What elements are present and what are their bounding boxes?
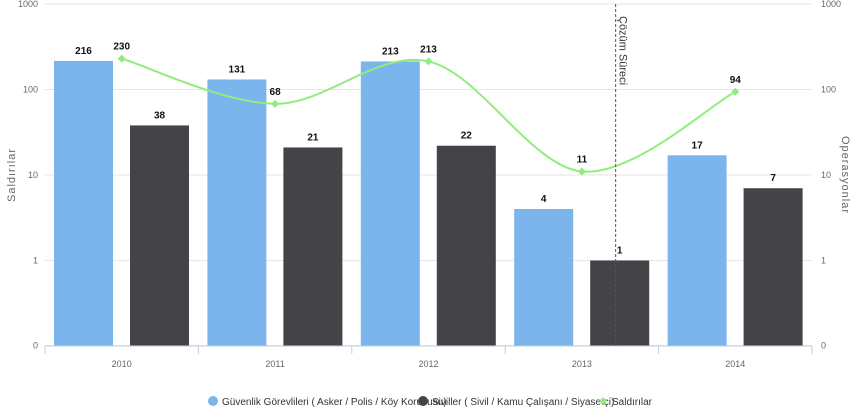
line-point (117, 54, 126, 63)
bar-data-label: 17 (692, 140, 704, 151)
bar-data-label: 216 (75, 46, 92, 57)
legend-marker (208, 396, 218, 406)
bar-data-label: 38 (154, 110, 166, 121)
line-layer (117, 54, 740, 176)
line-data-label: 94 (730, 75, 742, 86)
bar-data-label: 22 (461, 131, 473, 142)
y2-axis-title: Operasyonlar (839, 136, 850, 214)
y-tick-label: 100 (23, 85, 38, 95)
bar-data-label: 1 (617, 246, 623, 257)
y2-tick-label: 1 (821, 256, 826, 266)
legend: Güvenlik Görevlileri ( Asker / Polis / K… (208, 396, 653, 408)
x-tick-label: 2010 (112, 359, 132, 369)
y-tick-label: 1 (33, 256, 38, 266)
legend-item-label: Saldırılar (612, 397, 653, 408)
bar (667, 155, 727, 346)
legend-marker (418, 396, 428, 406)
x-tick-label: 2014 (725, 359, 745, 369)
x-tick-label: 2012 (418, 359, 438, 369)
y-tick-label: 10 (28, 170, 38, 180)
line-data-label: 230 (113, 42, 130, 53)
line-point (424, 57, 433, 66)
bar (743, 188, 803, 346)
y2-tick-label: 10 (821, 170, 831, 180)
legend-item-label: Güvenlik Görevlileri ( Asker / Polis / K… (222, 397, 447, 408)
bars-layer (54, 60, 803, 347)
bar (590, 260, 650, 346)
bar (207, 79, 267, 347)
bar (54, 60, 113, 346)
y2-tick-label: 0 (821, 341, 826, 351)
x-tick-label: 2011 (265, 359, 284, 369)
line-point (731, 87, 740, 96)
bar-data-label: 4 (541, 194, 547, 205)
bar-data-label: 21 (307, 132, 319, 143)
line-point (271, 99, 280, 108)
bar (283, 147, 343, 346)
line-data-label: 11 (577, 154, 588, 165)
y2-tick-label: 100 (821, 85, 836, 95)
line-data-label: 68 (270, 87, 282, 98)
plot-band-label: Çözüm Süreci (617, 16, 629, 85)
bar (436, 145, 496, 346)
y-tick-label: 1000 (18, 0, 38, 9)
x-tick-label: 2013 (572, 359, 592, 369)
bar-data-label: 7 (770, 173, 776, 184)
legend-marker (599, 397, 607, 405)
bar (514, 209, 574, 346)
line-point (577, 167, 586, 176)
bar-data-label: 131 (229, 64, 246, 75)
bar (360, 61, 420, 346)
y2-tick-label: 1000 (821, 0, 841, 9)
y-axis-title: Saldırılar (6, 148, 18, 202)
line-data-label: 213 (420, 44, 437, 55)
legend-item-label: Siviller ( Sivil / Kamu Çalışanı / Siyas… (432, 397, 614, 408)
bar-data-label: 213 (382, 46, 399, 57)
y-tick-label: 0 (33, 341, 38, 351)
bar (130, 125, 189, 347)
